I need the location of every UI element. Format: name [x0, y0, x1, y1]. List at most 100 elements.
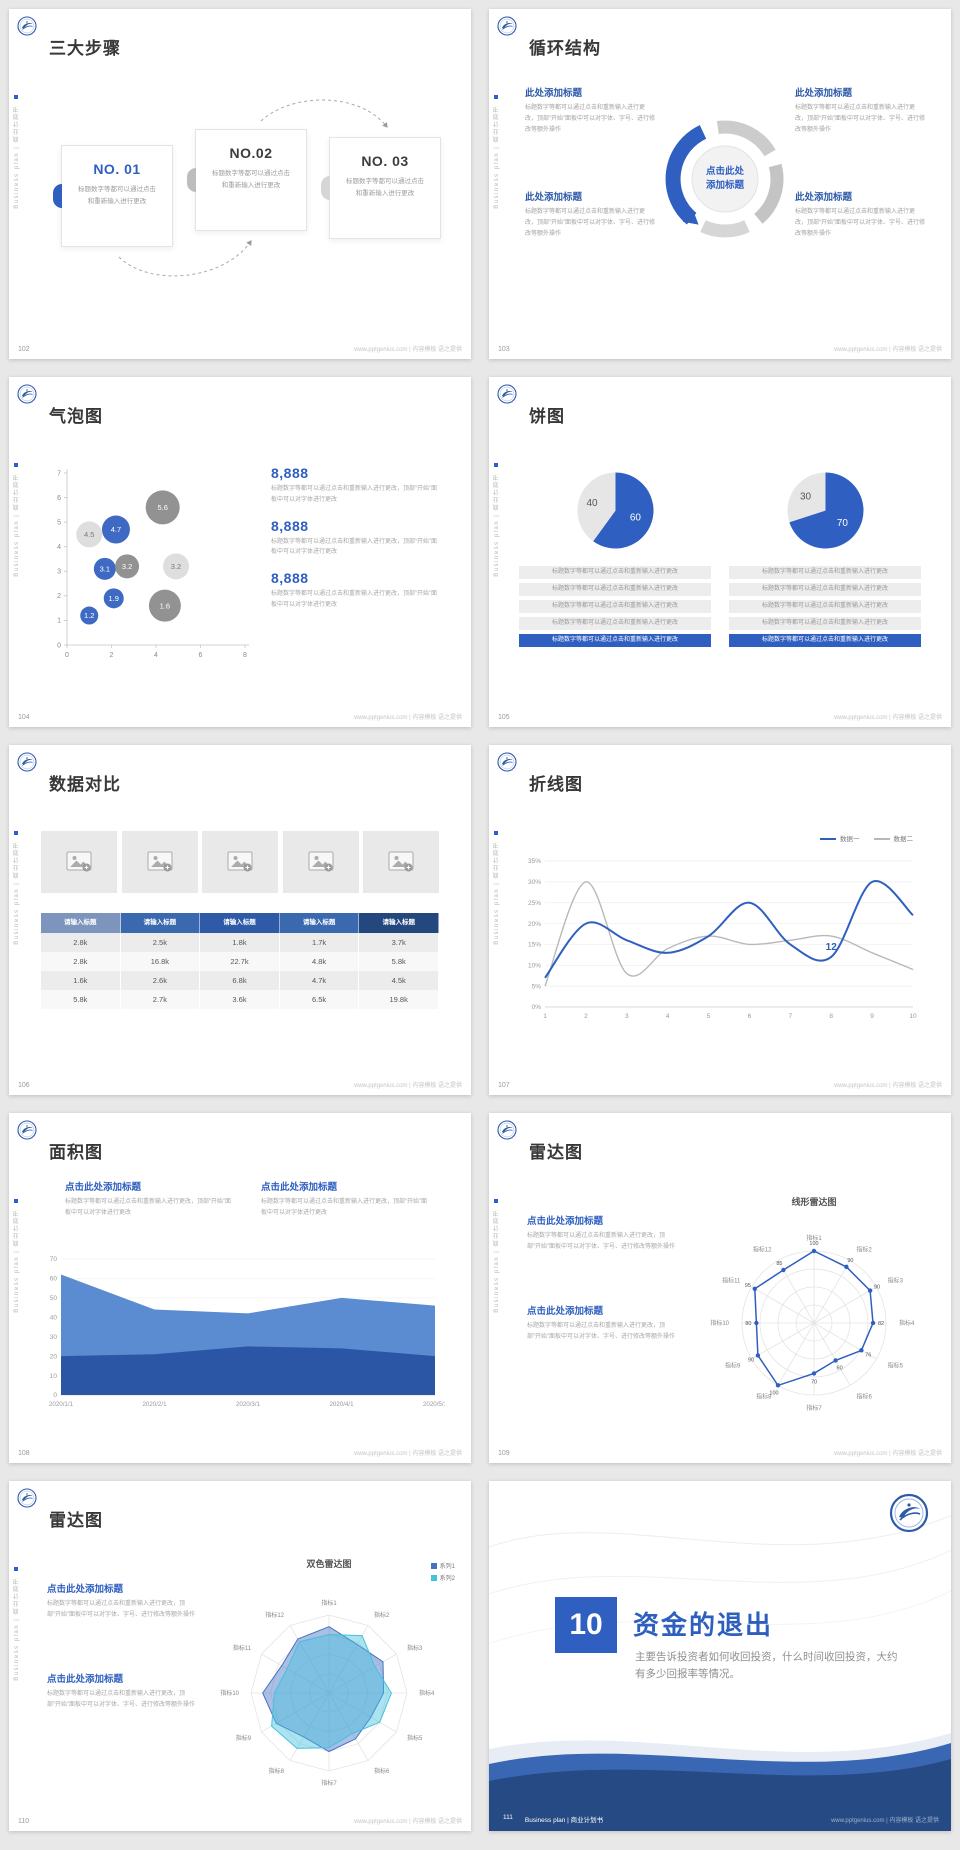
step-number: NO.02 [229, 145, 273, 161]
list-item: 标题数字等都可以通过点击和重新输入进行更改 [519, 583, 711, 596]
table-cell: 19.8k [359, 990, 439, 1009]
site-footer: www.pptgenius.com | 内容模板 语之提供 [831, 1818, 939, 1824]
svg-text:40: 40 [586, 498, 598, 509]
svg-text:90: 90 [748, 1357, 754, 1363]
svg-text:1.6: 1.6 [160, 601, 170, 610]
svg-text:1.2: 1.2 [84, 611, 94, 620]
sidebar-accent-dot [14, 1567, 18, 1571]
cycle-text-block: 此处添加标题 标题数字等都可以通过点击和重新输入进行更改，顶部“开始”面板中可以… [795, 85, 925, 135]
page-number: 108 [18, 1450, 30, 1457]
legend-item: 系列1 [430, 1561, 455, 1570]
sidebar-vertical-label: Business plan | 商业计划书 [14, 1209, 20, 1313]
comparison-table: 请输入标题 请输入标题 请输入标题 请输入标题 请输入标题 2.8k 2.5k 1.8k 1.7… [41, 913, 439, 1009]
svg-text:2: 2 [57, 593, 61, 600]
site-footer: www.pptgenius.com | 内容模板 语之提供 [834, 347, 942, 353]
stat-value: 8,888 [271, 517, 309, 534]
sidebar-accent-dot [494, 1199, 498, 1203]
svg-text:2020/5/1: 2020/5/1 [423, 1401, 445, 1408]
svg-text:0: 0 [57, 642, 61, 649]
slide-107: Business plan | 商业计划书 折线图 数据一 数据二 0% 5% 10… [489, 745, 951, 1095]
page-number: 104 [18, 714, 30, 721]
radar-chart-dual: 指标1 指标2 指标3 指标4 指标5 指标6 指标7 指标8 指标9 指标10 指标11 指标12 [220, 1599, 435, 1787]
step-number: NO. 03 [361, 153, 409, 169]
table-cell: 4.7k [279, 971, 360, 990]
svg-text:指标12: 指标12 [265, 1611, 284, 1619]
image-icon [227, 851, 253, 872]
table-header-cell: 请输入标题 [200, 913, 280, 933]
svg-text:10: 10 [50, 1373, 58, 1380]
site-footer: www.pptgenius.com | 内容模板 语之提供 [354, 1451, 462, 1457]
slide-104: Business plan | 商业计划书 气泡图 0 1 2 3 4 5 6 7 0 2 4 6 8 4… [9, 377, 471, 727]
svg-text:指标1: 指标1 [806, 1234, 822, 1242]
table-cell: 5.8k [359, 952, 439, 971]
stat-list: 8,888 标题数字等都可以通过点击和重新输入进行更改，顶部“开始”面板中可以对… [271, 465, 439, 623]
pie-row-list: 标题数字等都可以通过点击和重新输入进行更改 标题数字等都可以通过点击和重新输入进行… [729, 566, 921, 647]
table-cell: 2.6k [120, 971, 201, 990]
image-icon [388, 851, 414, 872]
block-heading: 点击此处添加标题 [261, 1182, 338, 1193]
svg-text:70: 70 [50, 1256, 58, 1263]
text-block: 点击此处添加标题 标题数字等都可以通过点击和重新输入进行更改，顶部“开始”面板中… [261, 1179, 431, 1219]
step-bump [321, 176, 330, 200]
page-number: 109 [498, 1450, 510, 1457]
list-item: 标题数字等都可以通过点击和重新输入进行更改 [729, 600, 921, 613]
logo-icon [17, 384, 37, 404]
slide-108: Business plan | 商业计划书 面积图 点击此处添加标题 标题数字等… [9, 1113, 471, 1463]
block-text: 标题数字等都可以通过点击和重新输入进行更改，顶部“开始”面板中可以对字体、字号、… [527, 1323, 675, 1340]
text-block: 点击此处添加标题 标题数字等都可以通过点击和重新输入进行更改，顶部“开始”面板中… [65, 1179, 235, 1219]
block-heading: 此处添加标题 [525, 88, 583, 99]
sidebar-vertical-label: Business plan | 商业计划书 [14, 841, 20, 945]
legend-item: 数据一 [820, 833, 860, 843]
list-item: 标题数字等都可以通过点击和重新输入进行更改 [729, 583, 921, 596]
block-heading: 此处添加标题 [795, 88, 853, 99]
sidebar-vertical-label: Business plan | 商业计划书 [14, 1577, 20, 1681]
step-text: 标题数字等都可以通过点击和重新输入进行更改 [78, 186, 156, 206]
block-heading: 此处添加标题 [795, 192, 853, 203]
table-header-cell: 请输入标题 [120, 913, 201, 933]
slide-title: 数据对比 [49, 775, 121, 794]
svg-text:82: 82 [878, 1321, 884, 1327]
step-card-2: NO.02 标题数字等都可以通过点击和重新输入进行更改 [187, 129, 307, 231]
svg-text:40: 40 [50, 1314, 58, 1321]
svg-text:3.2: 3.2 [171, 562, 181, 571]
svg-text:76: 76 [865, 1352, 871, 1358]
legend-label: 数据一 [840, 836, 860, 843]
svg-text:指标8: 指标8 [269, 1767, 285, 1775]
page-number: 105 [498, 714, 510, 721]
svg-text:35%: 35% [528, 858, 541, 865]
svg-text:2: 2 [110, 652, 114, 659]
svg-text:95: 95 [745, 1283, 751, 1289]
table-header-cell: 请输入标题 [41, 913, 121, 933]
image-placeholder-row [41, 831, 439, 893]
slide-105: Business plan | 商业计划书 饼图 60 40 标题数字等都可以通过… [489, 377, 951, 727]
table-cell: 16.8k [120, 952, 201, 971]
logo-icon [889, 1493, 929, 1533]
logo-icon [497, 752, 517, 772]
sidebar-accent-dot [14, 95, 18, 99]
svg-text:100: 100 [769, 1390, 778, 1396]
image-icon [147, 851, 172, 872]
logo-icon [17, 752, 37, 772]
svg-text:9: 9 [870, 1013, 874, 1020]
slide-title: 折线图 [529, 775, 583, 794]
image-icon [66, 851, 92, 872]
svg-text:50: 50 [50, 1295, 58, 1302]
svg-text:6: 6 [199, 652, 203, 659]
svg-text:60: 60 [629, 512, 641, 523]
svg-text:90: 90 [847, 1258, 853, 1264]
svg-text:5%: 5% [532, 983, 542, 990]
svg-text:1: 1 [57, 618, 61, 625]
svg-text:0: 0 [65, 652, 69, 659]
table-cell: 4.8k [279, 952, 360, 971]
svg-text:3.2: 3.2 [122, 562, 132, 571]
image-icon [308, 851, 333, 872]
page-number: 111 [503, 1814, 513, 1821]
text-block: 点击此处添加标题 标题数字等都可以通过点击和重新输入进行更改，顶部“开始”面板中… [47, 1581, 197, 1621]
svg-text:100: 100 [809, 1241, 818, 1247]
block-text: 标题数字等都可以通过点击和重新输入进行更改，顶部“开始”面板中可以对字体、字号、… [795, 209, 925, 237]
legend-line-swatch [873, 838, 890, 841]
step-number: NO. 01 [93, 161, 141, 177]
svg-text:2: 2 [584, 1013, 588, 1020]
table-cell: 2.8k [41, 952, 121, 971]
block-text: 标题数字等都可以通过点击和重新输入进行更改，顶部“开始”面板中可以对字体、字号、… [525, 105, 655, 133]
